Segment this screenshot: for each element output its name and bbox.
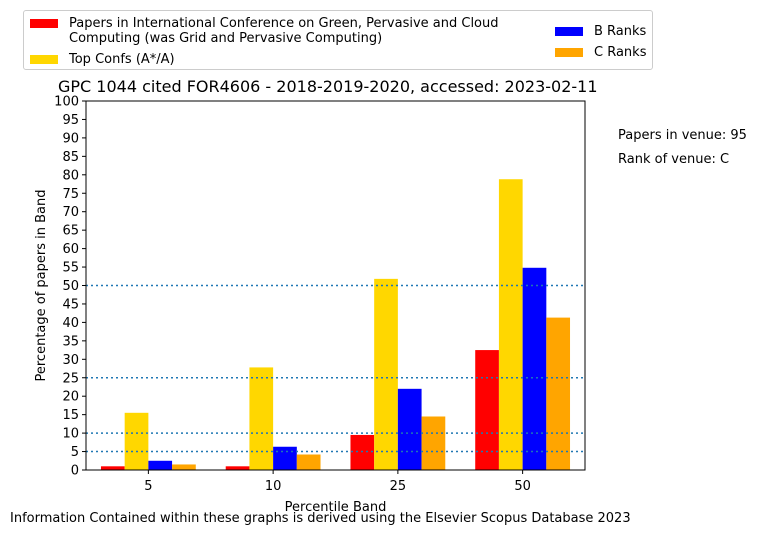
- bar-series1-25: [374, 278, 398, 470]
- x-axis-label: Percentile Band: [285, 500, 387, 515]
- y-tick-label-100: 100: [54, 95, 79, 110]
- x-tick-label-50: 50: [514, 479, 531, 494]
- bar-series1-5: [124, 412, 149, 470]
- legend-label-top-confs: Top Confs (A*/A): [69, 52, 175, 67]
- y-tick-label-75: 75: [62, 187, 79, 202]
- bar-series2-5: [148, 460, 173, 470]
- y-axis-label: Percentage of papers in Band: [34, 189, 49, 381]
- bar-series0-50: [475, 350, 499, 470]
- legend-swatch-b-ranks: [555, 27, 583, 36]
- legend-swatch-top-confs: [30, 55, 58, 64]
- y-tick-label-15: 15: [62, 408, 79, 423]
- legend: Papers in International Conference on Gr…: [23, 10, 653, 70]
- bar-series3-25: [421, 416, 446, 470]
- legend-item-b-ranks: B Ranks: [555, 24, 646, 39]
- footer-note: Information Contained within these graph…: [10, 511, 631, 526]
- bar-series3-5: [172, 464, 196, 470]
- bar-series2-10: [273, 446, 297, 470]
- y-tick-label-85: 85: [62, 150, 79, 165]
- y-tick-label-0: 0: [71, 464, 79, 479]
- rank-of-venue-note: Rank of venue: C: [618, 152, 730, 167]
- legend-swatch-venue: [30, 19, 58, 28]
- bar-series0-5: [100, 466, 125, 470]
- bar-series2-25: [397, 388, 422, 470]
- x-tick-label-5: 5: [144, 479, 152, 494]
- y-tick-label-40: 40: [62, 316, 79, 331]
- y-tick-label-30: 30: [62, 353, 79, 368]
- y-tick-label-80: 80: [62, 168, 79, 183]
- y-tick-label-25: 25: [62, 371, 79, 386]
- chart-title: GPC 1044 cited FOR4606 - 2018-2019-2020,…: [58, 77, 598, 96]
- y-tick-label-60: 60: [62, 242, 79, 257]
- legend-label-venue: Papers in International Conference on Gr…: [69, 16, 499, 46]
- y-tick-label-70: 70: [62, 205, 79, 220]
- legend-item-c-ranks: C Ranks: [555, 45, 646, 60]
- bar-series1-50: [498, 179, 523, 470]
- y-tick-label-10: 10: [62, 427, 79, 442]
- bar-series3-10: [296, 454, 321, 470]
- legend-item-venue: Papers in International Conference on Gr…: [30, 16, 499, 46]
- legend-label-b-ranks: B Ranks: [594, 24, 647, 39]
- bar-series1-10: [249, 367, 274, 470]
- bar-series2-50: [522, 267, 547, 470]
- y-tick-label-35: 35: [62, 334, 79, 349]
- papers-in-venue-note: Papers in venue: 95: [618, 128, 747, 143]
- y-tick-label-90: 90: [62, 131, 79, 146]
- y-tick-label-95: 95: [62, 113, 79, 128]
- x-tick-label-25: 25: [390, 479, 407, 494]
- bar-series0-10: [225, 466, 250, 470]
- legend-label-c-ranks: C Ranks: [594, 45, 647, 60]
- y-tick-label-45: 45: [62, 297, 79, 312]
- y-tick-label-50: 50: [62, 279, 79, 294]
- bar-series3-50: [546, 317, 571, 470]
- legend-item-top-confs: Top Confs (A*/A): [30, 52, 175, 67]
- x-tick-label-10: 10: [265, 479, 282, 494]
- y-tick-label-55: 55: [62, 261, 79, 276]
- bar-series0-25: [350, 434, 375, 470]
- legend-swatch-c-ranks: [555, 48, 583, 57]
- y-tick-label-65: 65: [62, 224, 79, 239]
- y-tick-label-20: 20: [62, 390, 79, 405]
- y-tick-label-5: 5: [71, 445, 79, 460]
